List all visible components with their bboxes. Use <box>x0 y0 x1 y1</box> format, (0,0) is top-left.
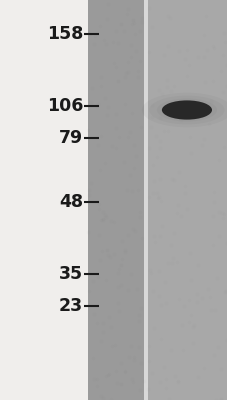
Text: 48: 48 <box>59 193 83 211</box>
Bar <box>143 0 147 400</box>
Bar <box>87 0 143 400</box>
Text: 106: 106 <box>47 97 83 115</box>
Text: 158: 158 <box>47 25 83 43</box>
Text: 23: 23 <box>59 297 83 315</box>
Ellipse shape <box>141 93 227 127</box>
Bar <box>147 0 227 400</box>
Text: 35: 35 <box>59 265 83 283</box>
Ellipse shape <box>161 100 211 120</box>
Bar <box>0 0 87 400</box>
Ellipse shape <box>156 98 216 122</box>
Ellipse shape <box>149 96 224 124</box>
Text: 79: 79 <box>59 129 83 147</box>
